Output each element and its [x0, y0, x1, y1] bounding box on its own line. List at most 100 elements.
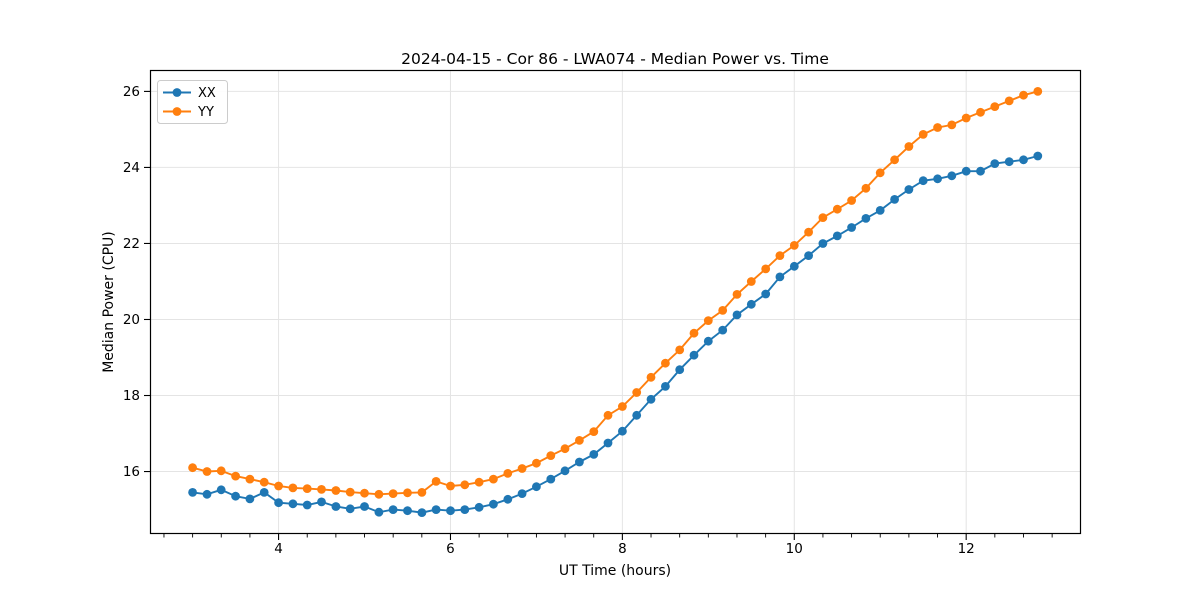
data-point: [388, 505, 398, 514]
data-point: [618, 426, 627, 436]
x-tick-label: 12: [958, 541, 975, 557]
data-point: [231, 491, 241, 501]
data-point: [517, 464, 527, 473]
series-line: [192, 155, 1039, 514]
data-point: [890, 195, 899, 204]
data-point: [1004, 157, 1014, 167]
data-point: [532, 458, 541, 468]
data-point: [560, 466, 570, 476]
data-point: [188, 463, 198, 473]
data-point: [216, 485, 226, 495]
y-tick-label: 26: [123, 84, 140, 100]
data-point: [618, 402, 627, 411]
data-point: [532, 482, 541, 492]
data-point: [661, 382, 670, 391]
legend-label: YY: [197, 105, 214, 120]
series-line: [192, 90, 1039, 496]
data-point: [918, 176, 928, 186]
data-point: [847, 196, 856, 205]
data-point: [331, 486, 341, 495]
data-point: [317, 485, 326, 494]
data-point: [460, 480, 470, 490]
data-point: [446, 481, 455, 491]
legend-item-xx: XX: [163, 86, 216, 101]
data-point: [345, 504, 355, 514]
chart-title: 2024-04-15 - Cor 86 - LWA074 - Median Po…: [401, 50, 829, 68]
data-point: [789, 241, 799, 250]
data-point: [961, 113, 971, 123]
legend: XX YY: [157, 80, 228, 124]
series-yy: [188, 87, 1043, 499]
data-point: [689, 328, 699, 338]
data-point: [804, 227, 813, 237]
data-point: [460, 505, 470, 514]
data-point: [675, 345, 685, 355]
data-point: [632, 388, 642, 397]
data-point: [1019, 155, 1028, 165]
data-point: [718, 306, 728, 315]
y-tick-label: 18: [123, 388, 140, 404]
axes-ticks: 4 6 8 10 12 16 18 20 22 24 26: [123, 84, 1053, 557]
data-point: [245, 474, 255, 484]
data-point: [489, 474, 498, 484]
data-point: [646, 394, 656, 404]
y-tick-label: 24: [123, 160, 140, 176]
data-point: [374, 507, 384, 517]
data-point: [632, 410, 642, 420]
legend-marker-sample: [172, 107, 182, 116]
data-point: [245, 494, 255, 504]
data-point: [861, 183, 871, 193]
data-point: [775, 272, 785, 282]
data-point: [474, 502, 484, 512]
data-point: [231, 471, 241, 481]
data-point: [761, 264, 771, 274]
data-point: [990, 159, 1000, 169]
data-point: [403, 488, 412, 498]
x-axis-label: UT Time (hours): [559, 563, 671, 579]
data-point: [933, 174, 942, 184]
data-point: [703, 316, 713, 325]
data-point: [904, 185, 914, 194]
data-point: [274, 481, 283, 491]
data-point: [446, 506, 455, 516]
data-point: [302, 500, 312, 510]
data-point: [689, 350, 699, 360]
x-tick-label: 6: [446, 541, 455, 557]
data-point: [818, 213, 828, 223]
data-point: [575, 436, 584, 445]
grid: [150, 70, 1081, 534]
data-point: [976, 166, 985, 176]
data-point: [360, 488, 369, 498]
data-point: [202, 489, 212, 499]
data-point: [202, 467, 212, 476]
data-point: [503, 494, 513, 504]
data-point: [818, 239, 828, 248]
y-tick-label: 22: [123, 236, 140, 252]
data-point: [961, 166, 971, 176]
data-point: [575, 457, 584, 467]
data-point: [904, 142, 914, 151]
data-point: [345, 487, 355, 497]
data-point: [259, 488, 269, 497]
legend-label: XX: [198, 86, 216, 101]
data-point: [374, 489, 384, 499]
data-point: [546, 474, 556, 484]
data-point: [890, 155, 899, 165]
y-axis-label: Median Power (CPU): [101, 231, 117, 373]
data-point: [804, 251, 813, 260]
y-tick-label: 16: [123, 464, 140, 480]
data-point: [746, 277, 756, 286]
data-point: [875, 168, 885, 178]
data-point: [288, 499, 298, 509]
data-point: [489, 499, 498, 509]
data-point: [646, 372, 656, 382]
data-point: [517, 489, 527, 498]
data-point: [947, 120, 957, 130]
data-point: [288, 483, 298, 493]
data-point: [861, 214, 871, 223]
data-point: [761, 289, 771, 299]
data-point: [188, 488, 198, 497]
data-point: [918, 130, 928, 139]
